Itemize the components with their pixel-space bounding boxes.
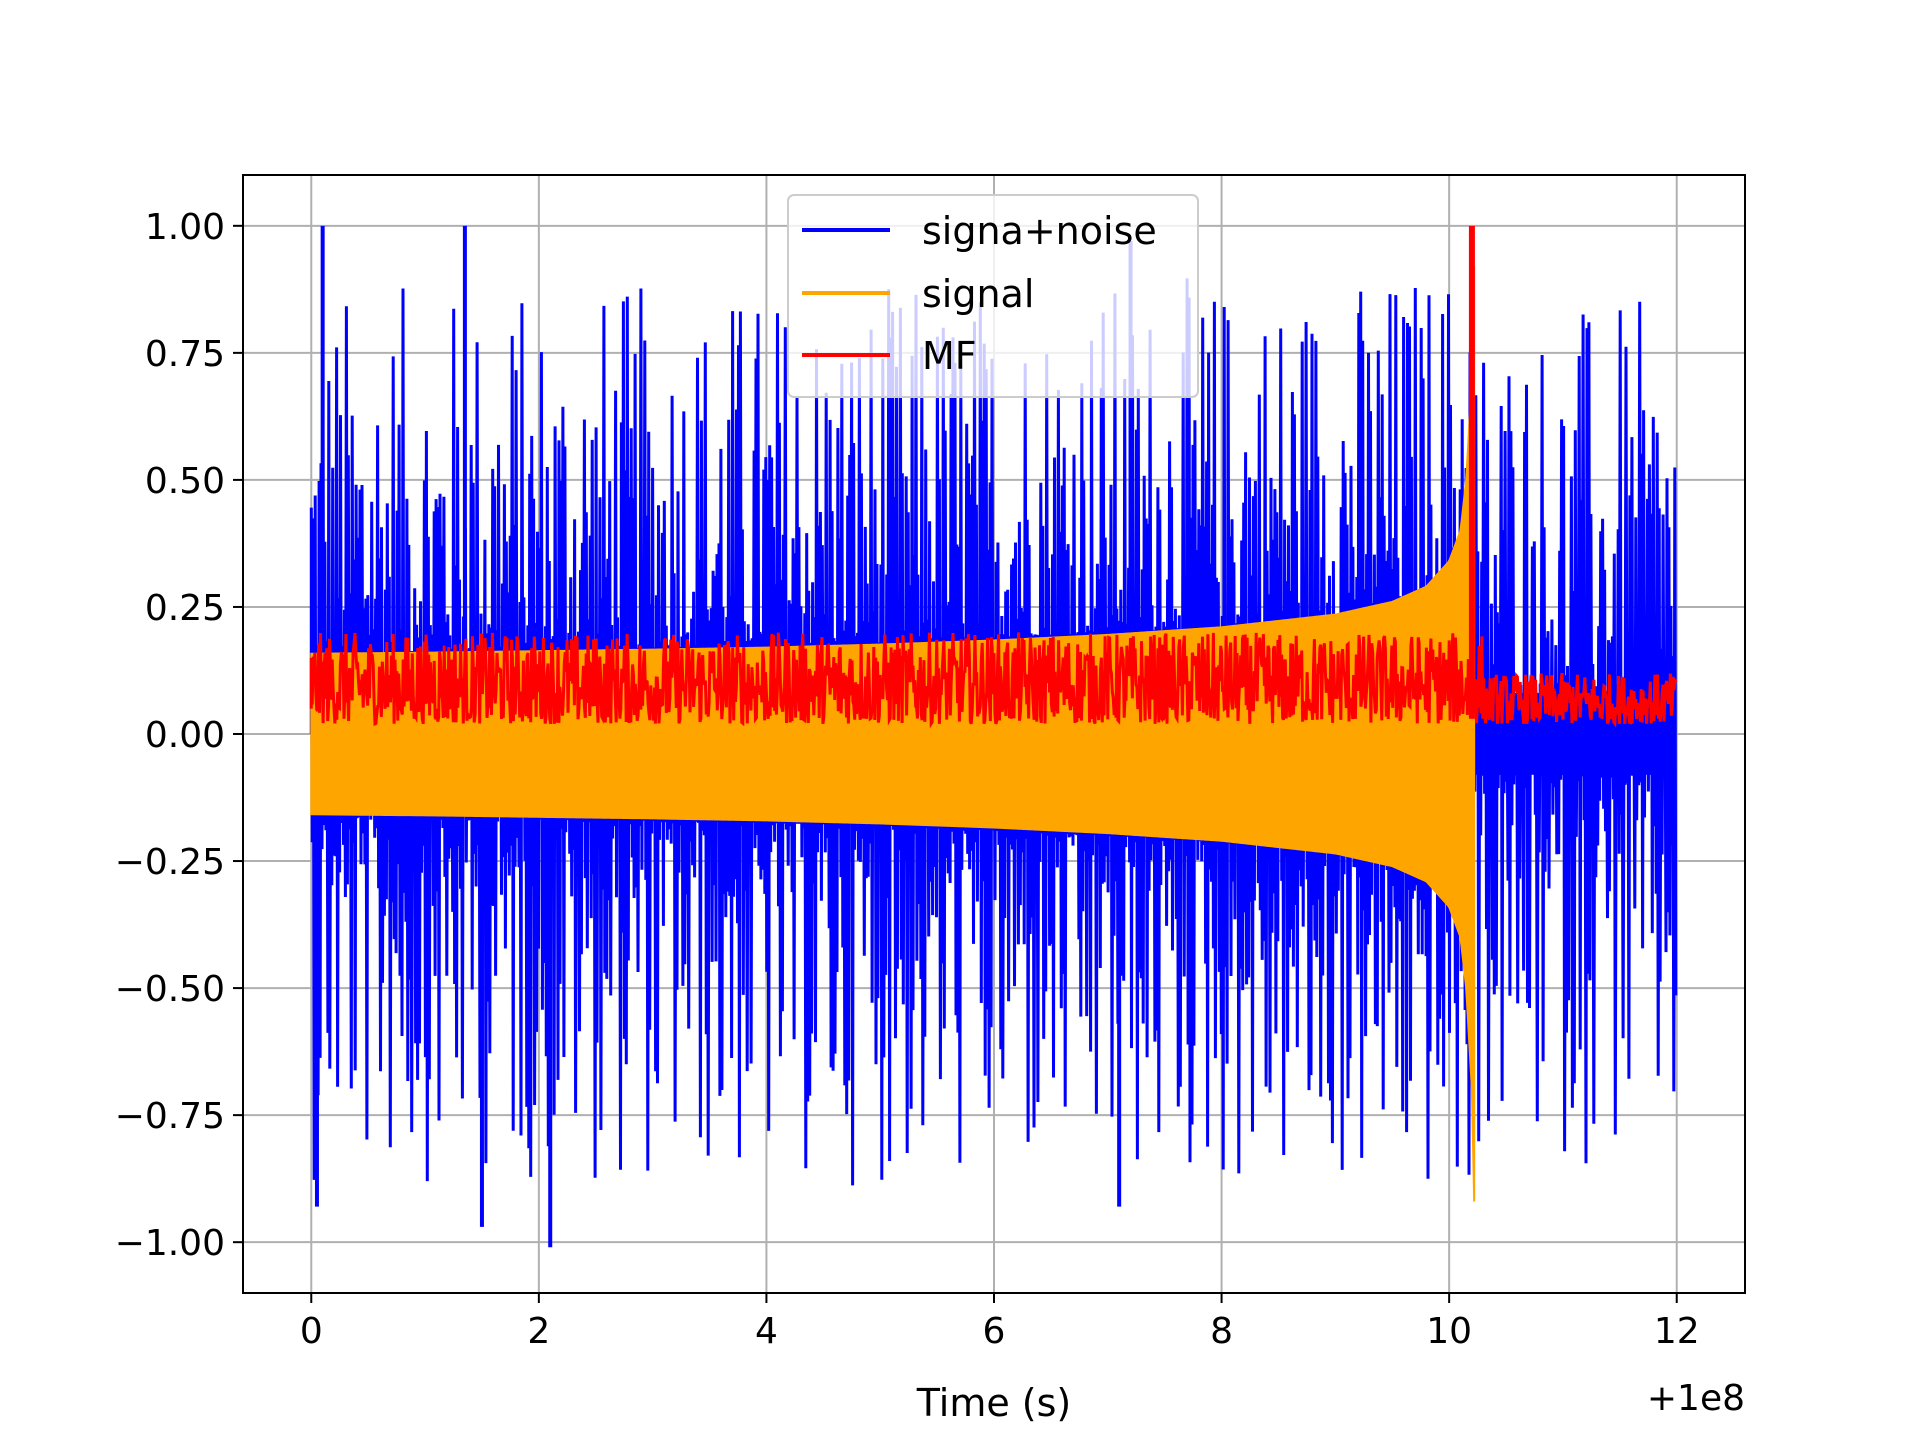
y-tick-label: 1.00 [145, 207, 225, 248]
y-tick-label: 0.75 [145, 334, 225, 375]
y-tick-label: −0.75 [115, 1096, 225, 1137]
y-tick-label: 0.50 [145, 461, 225, 502]
legend-label-signal: signal [922, 272, 1034, 316]
legend-box [787, 194, 1199, 398]
legend-label-mf: MF [922, 334, 977, 378]
x-axis-offset-label: +1e8 [1647, 1378, 1745, 1419]
x-tick-label: 10 [1426, 1311, 1472, 1352]
mf-line [309, 632, 1678, 729]
x-tick-label: 8 [1210, 1311, 1233, 1352]
x-tick-label: 4 [755, 1311, 778, 1352]
x-axis-label: Time (s) [916, 1381, 1072, 1425]
x-tick-label: 6 [983, 1311, 1006, 1352]
y-tick-label: −0.25 [115, 842, 225, 883]
x-tick-label: 12 [1654, 1311, 1700, 1352]
x-tick-label: 2 [527, 1311, 550, 1352]
y-tick-label: 0.25 [145, 588, 225, 629]
y-tick-label: 0.00 [145, 715, 225, 756]
series-layer [309, 225, 1678, 1248]
y-tick-label: −0.50 [115, 969, 225, 1010]
y-tick-label: −1.00 [115, 1223, 225, 1264]
signal-line [310, 266, 1476, 1202]
axis-ticks: 0 2 4 6 8 10 12 1.00 0.75 0.50 0.25 0.00 −0.25 −0.50 −… [115, 207, 1700, 1352]
x-tick-label: 0 [300, 1311, 323, 1352]
legend: signa+noise signal MF [787, 194, 1199, 398]
legend-label-signal-noise: signa+noise [922, 209, 1157, 253]
